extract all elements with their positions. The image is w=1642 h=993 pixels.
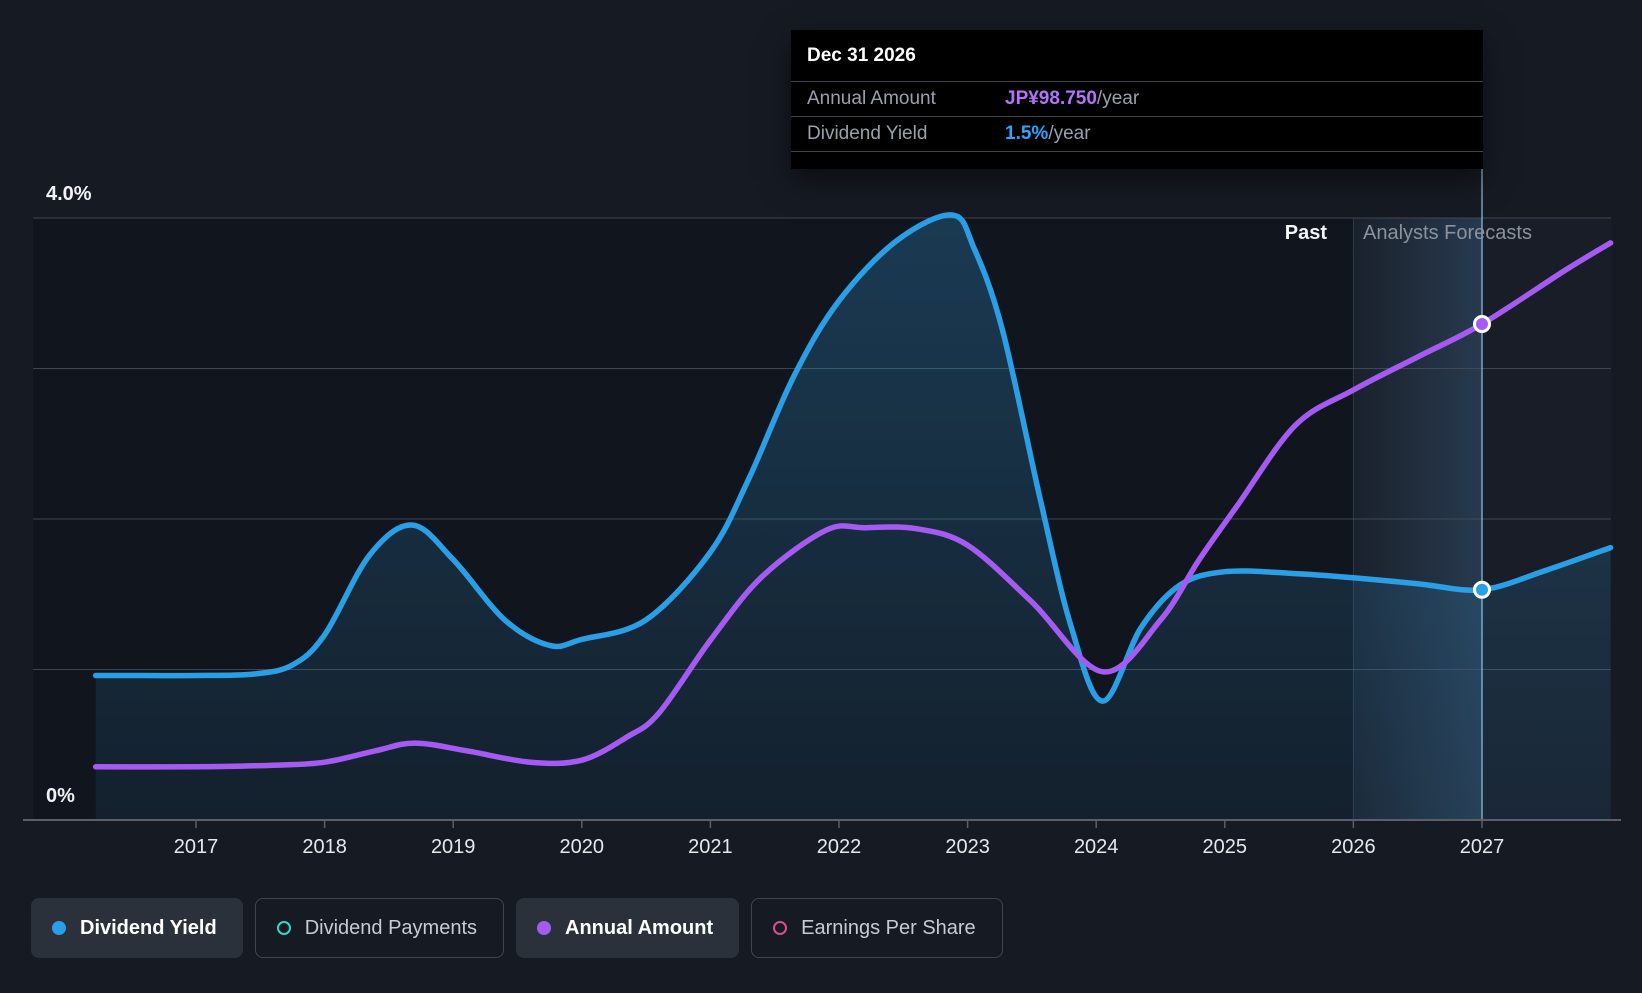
annual_amount-line bbox=[92, 240, 1614, 770]
dividend_yield-line bbox=[92, 212, 1614, 704]
annual_amount-marker[interactable] bbox=[1473, 314, 1491, 333]
dividend_yield-marker[interactable] bbox=[1473, 580, 1491, 599]
y-axis-label-4.0%: 4.0% bbox=[46, 183, 92, 205]
dividend_yield-area bbox=[95, 214, 1611, 820]
x-tick-label-2025: 2025 bbox=[1203, 836, 1248, 858]
x-tick-label-2021: 2021 bbox=[688, 836, 733, 858]
dividend-payments-ring-icon bbox=[276, 921, 291, 935]
x-tick-label-2018: 2018 bbox=[302, 836, 347, 858]
x-tick-label-2017: 2017 bbox=[174, 836, 219, 858]
legend-item-label: Earnings Per Share bbox=[801, 916, 976, 939]
past-label: Past bbox=[1285, 222, 1328, 244]
annual-amount-dot-icon bbox=[537, 921, 552, 935]
legend-item-label: Annual Amount bbox=[565, 916, 714, 939]
dividend-yield-dot-icon bbox=[52, 921, 66, 935]
tooltip-annual-amount-value: JP¥98.750 bbox=[1005, 88, 1097, 109]
tooltip-row-dividend-yield: Dividend Yield 1.5%/year bbox=[791, 117, 1483, 152]
x-tick-label-2023: 2023 bbox=[945, 836, 990, 858]
legend-item-dividend-yield[interactable]: Dividend Yield bbox=[31, 898, 243, 958]
analysts-forecasts-label: Analysts Forecasts bbox=[1363, 222, 1532, 244]
chart-legend: Dividend Yield Dividend Payments Annual Am… bbox=[31, 898, 1003, 958]
legend-item-annual-amount[interactable]: Annual Amount bbox=[516, 898, 740, 958]
earnings-per-share-ring-icon bbox=[773, 921, 788, 935]
legend-item-label: Dividend Payments bbox=[304, 916, 478, 939]
legend-item-dividend-payments[interactable]: Dividend Payments bbox=[254, 898, 505, 958]
tooltip-dividend-yield-value: 1.5% bbox=[1005, 123, 1049, 144]
tooltip-annual-amount-label: Annual Amount bbox=[807, 88, 936, 109]
tooltip-row-annual-amount: Annual Amount JP¥98.750/year bbox=[791, 82, 1483, 117]
x-tick-label-2024: 2024 bbox=[1074, 836, 1119, 858]
x-tick-label-2027: 2027 bbox=[1460, 836, 1505, 858]
x-tick-label-2019: 2019 bbox=[431, 836, 476, 858]
tooltip-annual-amount-suffix: /year bbox=[1096, 88, 1140, 109]
legend-item-earnings-per-share[interactable]: Earnings Per Share bbox=[751, 898, 1003, 958]
y-axis-label-0%: 0% bbox=[46, 785, 75, 807]
chart-tooltip: Dec 31 2026 Annual Amount JP¥98.750/year… bbox=[791, 30, 1483, 169]
x-tick-label-2020: 2020 bbox=[560, 836, 605, 858]
tooltip-dividend-yield-suffix: /year bbox=[1048, 123, 1091, 144]
x-tick-label-2022: 2022 bbox=[817, 836, 862, 858]
x-tick-label-2026: 2026 bbox=[1331, 836, 1376, 858]
legend-item-label: Dividend Yield bbox=[80, 916, 217, 939]
tooltip-dividend-yield-label: Dividend Yield bbox=[807, 123, 928, 144]
tooltip-date: Dec 31 2026 bbox=[791, 30, 1483, 82]
